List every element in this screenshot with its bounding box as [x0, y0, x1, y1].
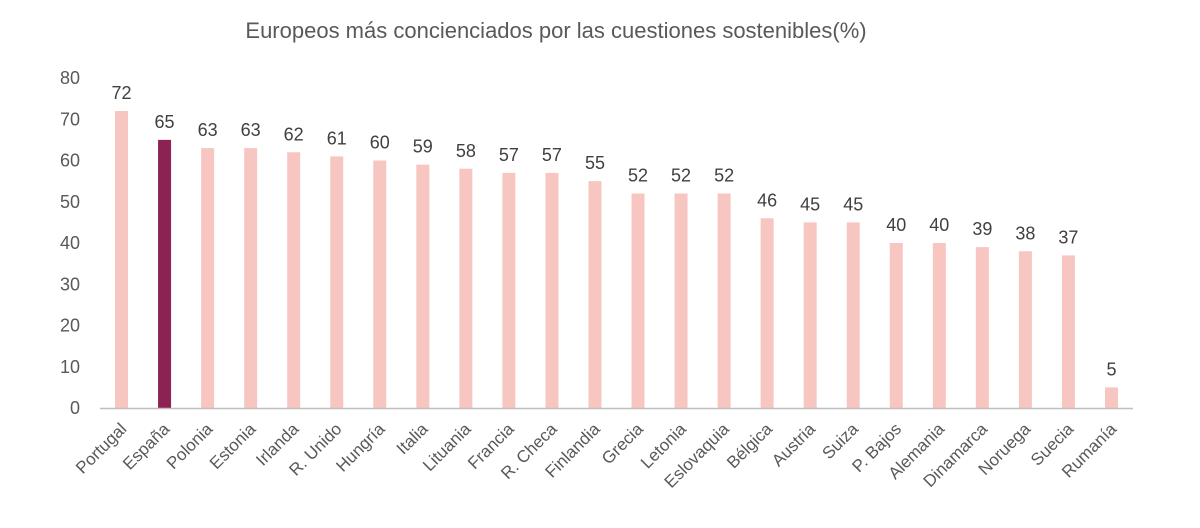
category-label: España	[119, 419, 174, 474]
data-label: 46	[757, 190, 777, 210]
bar	[416, 164, 430, 408]
y-tick-label: 30	[60, 274, 80, 294]
bar	[1104, 387, 1118, 408]
bar	[932, 243, 946, 408]
bar	[889, 243, 903, 408]
bar	[201, 148, 215, 408]
y-tick-label: 40	[60, 233, 80, 253]
bar	[975, 247, 989, 408]
category-label: Hungría	[332, 419, 389, 476]
y-tick-label: 70	[60, 109, 80, 129]
category-label: Italia	[393, 419, 432, 458]
data-label: 52	[628, 166, 648, 186]
data-label: 5	[1106, 359, 1116, 379]
data-label: 45	[843, 194, 863, 214]
data-label: 40	[886, 215, 906, 235]
category-label: Portugal	[72, 419, 130, 477]
bar	[803, 222, 817, 408]
bar	[158, 139, 172, 408]
data-label: 65	[155, 112, 175, 132]
data-labels: 72 65 63 63 62 61 60 59 58 57 57 55 52 52 52 46 45 45 40 40…	[112, 83, 1117, 379]
data-label: 37	[1058, 227, 1078, 247]
data-label: 52	[671, 166, 691, 186]
y-tick-label: 0	[70, 398, 80, 418]
bar	[674, 193, 688, 408]
bar	[459, 168, 473, 408]
data-label: 38	[1015, 223, 1035, 243]
bar	[502, 172, 516, 408]
bar	[115, 111, 129, 408]
data-label: 52	[714, 166, 734, 186]
data-label: 60	[370, 133, 390, 153]
chart-title: Europeos más concienciados por las cuest…	[245, 18, 866, 43]
data-label: 58	[456, 141, 476, 161]
bar	[760, 218, 774, 408]
data-label: 57	[542, 145, 562, 165]
bar	[330, 156, 344, 408]
data-label: 59	[413, 137, 433, 157]
data-label: 39	[972, 219, 992, 239]
bar	[631, 193, 645, 408]
y-tick-label: 10	[60, 357, 80, 377]
bar	[545, 172, 559, 408]
data-label: 63	[198, 120, 218, 140]
bar	[244, 148, 258, 408]
data-label: 45	[800, 194, 820, 214]
bar	[717, 193, 731, 408]
data-label: 72	[112, 83, 132, 103]
y-tick-label: 60	[60, 151, 80, 171]
y-tick-label: 80	[60, 68, 80, 88]
y-tick-label: 50	[60, 192, 80, 212]
bar	[1061, 255, 1075, 408]
y-axis-ticks: 0 10 20 30 40 50 60 70 80	[60, 68, 80, 418]
bar	[588, 181, 602, 408]
bar	[373, 160, 387, 408]
data-label: 57	[499, 145, 519, 165]
data-label: 61	[327, 128, 347, 148]
data-label: 40	[929, 215, 949, 235]
category-label: Bélgica	[723, 419, 776, 472]
category-label: Austria	[768, 419, 819, 470]
data-label: 62	[284, 124, 304, 144]
category-label: Polonia	[163, 419, 217, 473]
bar	[1018, 251, 1032, 408]
bar	[846, 222, 860, 408]
category-label: Lituania	[419, 419, 475, 475]
bar	[287, 152, 301, 408]
y-tick-label: 20	[60, 316, 80, 336]
data-label: 55	[585, 153, 605, 173]
data-label: 63	[241, 120, 261, 140]
category-label: Estonia	[206, 419, 260, 473]
bars	[115, 111, 1118, 408]
